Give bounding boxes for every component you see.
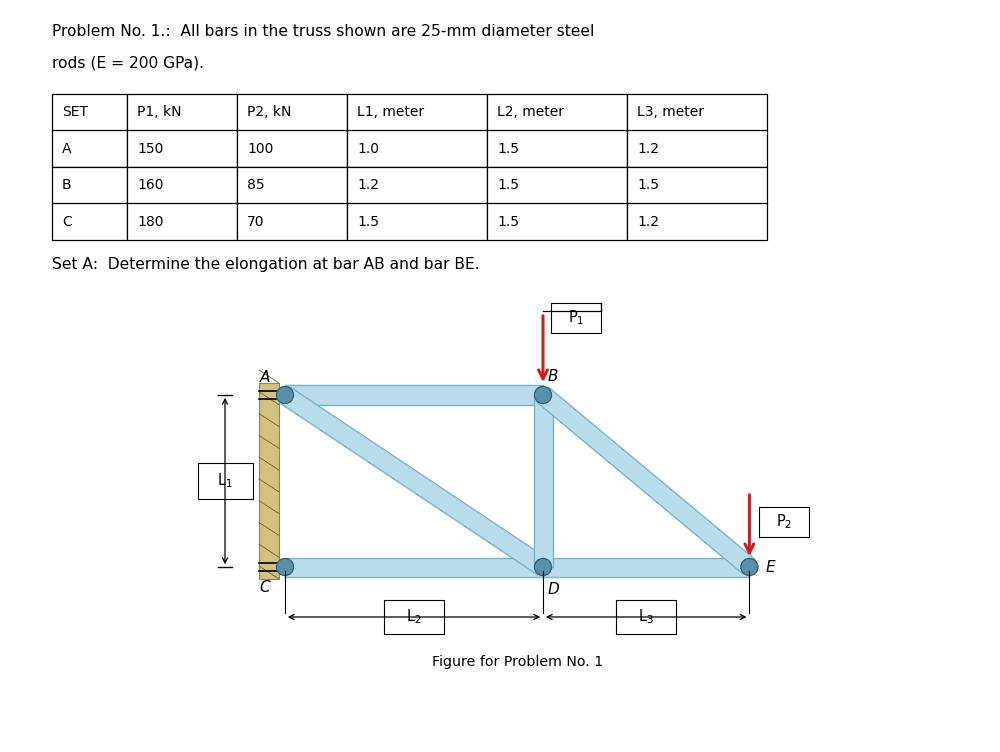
Text: L1, meter: L1, meter <box>357 105 424 120</box>
Polygon shape <box>537 388 755 575</box>
Text: E: E <box>765 559 775 575</box>
Bar <box>347 94 487 131</box>
Text: P$_1$: P$_1$ <box>568 308 584 327</box>
Text: 1.2: 1.2 <box>637 215 659 229</box>
Text: L$_3$: L$_3$ <box>638 608 654 626</box>
Bar <box>127 94 237 131</box>
Text: 1.5: 1.5 <box>637 178 659 193</box>
Bar <box>198 463 253 499</box>
Bar <box>52 131 127 167</box>
Text: 70: 70 <box>247 215 264 229</box>
Text: D: D <box>548 581 560 596</box>
Text: 100: 100 <box>247 141 273 156</box>
Text: P2, kN: P2, kN <box>247 105 291 120</box>
Polygon shape <box>285 386 543 405</box>
Circle shape <box>534 559 552 575</box>
Bar <box>127 131 237 167</box>
Text: P1, kN: P1, kN <box>137 105 182 120</box>
Bar <box>127 204 237 240</box>
Text: P$_2$: P$_2$ <box>776 513 793 532</box>
Bar <box>347 131 487 167</box>
Bar <box>551 303 601 333</box>
Text: 150: 150 <box>137 141 163 156</box>
Text: 1.5: 1.5 <box>357 215 379 229</box>
Text: Figure for Problem No. 1: Figure for Problem No. 1 <box>432 655 603 669</box>
Bar <box>627 94 767 131</box>
Text: B: B <box>62 178 72 193</box>
Bar <box>127 167 237 204</box>
Bar <box>487 131 627 167</box>
Bar <box>52 204 127 240</box>
Text: SET: SET <box>62 105 88 120</box>
Bar <box>616 600 676 634</box>
Bar <box>52 94 127 131</box>
Text: L3, meter: L3, meter <box>637 105 704 120</box>
Bar <box>759 507 809 537</box>
Bar <box>259 383 279 579</box>
Bar <box>237 94 347 131</box>
Circle shape <box>276 559 294 575</box>
Text: 1.5: 1.5 <box>497 141 519 156</box>
Bar <box>627 131 767 167</box>
Text: A: A <box>260 371 270 386</box>
Text: 180: 180 <box>137 215 164 229</box>
Polygon shape <box>285 557 543 577</box>
Bar <box>487 167 627 204</box>
Text: 160: 160 <box>137 178 164 193</box>
Text: 1.2: 1.2 <box>357 178 379 193</box>
Bar <box>487 94 627 131</box>
Text: L$_1$: L$_1$ <box>217 472 233 490</box>
Bar <box>237 131 347 167</box>
Bar <box>52 167 127 204</box>
Polygon shape <box>534 395 552 567</box>
Text: rods (E = 200 GPa).: rods (E = 200 GPa). <box>52 55 204 70</box>
Bar <box>487 204 627 240</box>
Bar <box>347 167 487 204</box>
Text: Problem No. 1.:  All bars in the truss shown are 25-mm diameter steel: Problem No. 1.: All bars in the truss sh… <box>52 24 594 39</box>
Polygon shape <box>280 387 548 575</box>
Text: B: B <box>548 369 558 384</box>
Text: 1.5: 1.5 <box>497 178 519 193</box>
Bar <box>237 204 347 240</box>
Text: A: A <box>62 141 72 156</box>
Text: 1.0: 1.0 <box>357 141 379 156</box>
Text: L2, meter: L2, meter <box>497 105 564 120</box>
Text: 1.5: 1.5 <box>497 215 519 229</box>
Bar <box>627 204 767 240</box>
Text: C: C <box>259 580 270 595</box>
Circle shape <box>741 559 758 575</box>
Text: C: C <box>62 215 72 229</box>
Polygon shape <box>543 557 749 577</box>
Circle shape <box>276 387 294 404</box>
Bar <box>347 204 487 240</box>
Text: L$_2$: L$_2$ <box>406 608 422 626</box>
Bar <box>627 167 767 204</box>
Text: 85: 85 <box>247 178 265 193</box>
Circle shape <box>534 387 552 404</box>
Bar <box>237 167 347 204</box>
Bar <box>384 600 444 634</box>
Text: 1.2: 1.2 <box>637 141 659 156</box>
Text: Set A:  Determine the elongation at bar AB and bar BE.: Set A: Determine the elongation at bar A… <box>52 257 480 272</box>
